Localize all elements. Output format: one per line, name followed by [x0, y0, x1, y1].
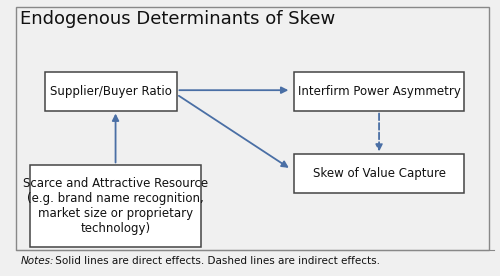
Text: Supplier/Buyer Ratio: Supplier/Buyer Ratio	[50, 85, 172, 98]
Text: Solid lines are direct effects. Dashed lines are indirect effects.: Solid lines are direct effects. Dashed l…	[52, 256, 380, 266]
Text: Scarce and Attractive Resource
(e.g. brand name recognition,
market size or prop: Scarce and Attractive Resource (e.g. bra…	[23, 177, 208, 235]
FancyBboxPatch shape	[294, 154, 464, 193]
FancyBboxPatch shape	[294, 72, 464, 111]
FancyBboxPatch shape	[16, 7, 489, 250]
FancyBboxPatch shape	[45, 72, 176, 111]
Text: Notes:: Notes:	[20, 256, 54, 266]
FancyBboxPatch shape	[30, 165, 201, 247]
Text: Endogenous Determinants of Skew: Endogenous Determinants of Skew	[20, 10, 336, 28]
Text: Interfirm Power Asymmetry: Interfirm Power Asymmetry	[298, 85, 460, 98]
Text: Skew of Value Capture: Skew of Value Capture	[312, 167, 446, 180]
